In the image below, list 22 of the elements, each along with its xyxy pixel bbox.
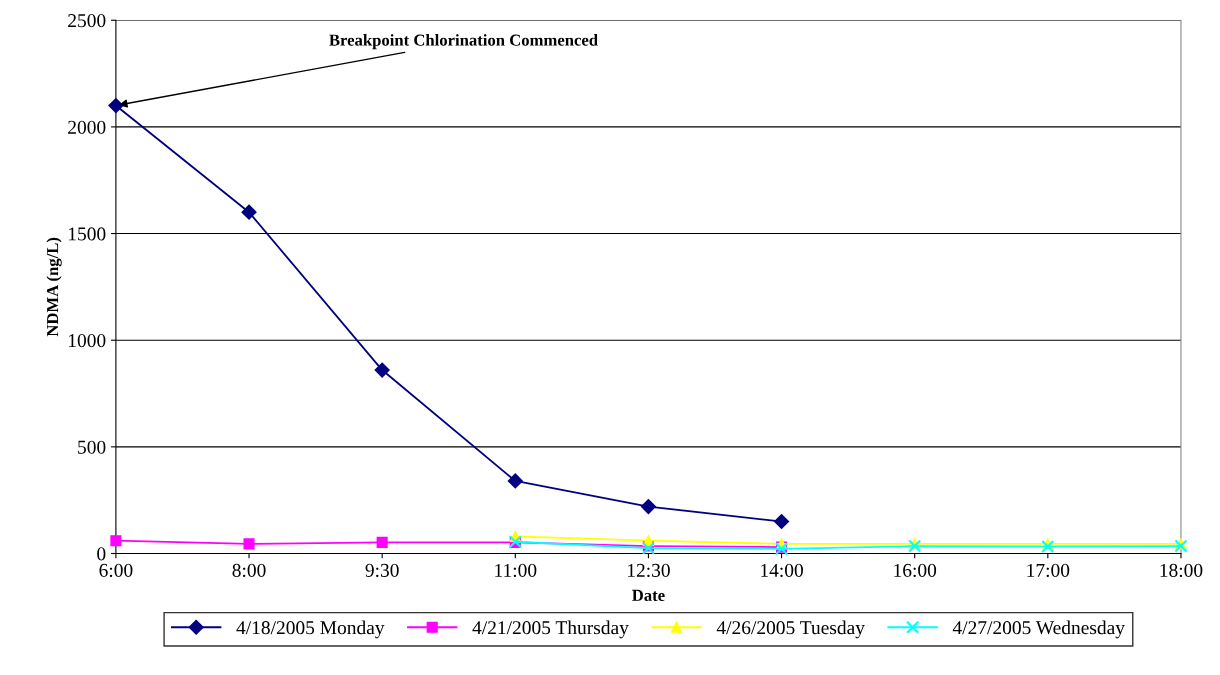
y-tick-label: 0 xyxy=(97,547,106,561)
legend-label: 4/27/2005 Wednesday xyxy=(952,620,1125,639)
x-tick-label: 18:00 xyxy=(1160,563,1203,577)
y-tick-label: 2000 xyxy=(68,120,106,134)
x-tick-label: 11:00 xyxy=(495,563,537,577)
legend-label: 4/18/2005 Monday xyxy=(236,620,385,639)
y-tick-label: 1500 xyxy=(69,227,106,241)
x-tick-label: 14:00 xyxy=(761,563,803,577)
legend-label: 4/21/2005 Thursday xyxy=(472,620,629,639)
x-tick-label: 12:30 xyxy=(628,563,670,577)
y-tick-label: 1000 xyxy=(69,334,106,348)
x-tick-label: 16:00 xyxy=(894,563,937,577)
x-tick-label: 8:00 xyxy=(232,563,266,577)
x-tick-label: 9:30 xyxy=(365,563,399,577)
y-tick-label: 2500 xyxy=(68,14,106,28)
y-tick-label: 500 xyxy=(78,440,106,454)
x-tick-label: 17:00 xyxy=(1027,563,1070,577)
annotation: Breakpoint Chlorination Commenced xyxy=(329,34,598,50)
y-axis-title: NDMA (ng/L) xyxy=(46,237,62,337)
x-tick-label: 6:00 xyxy=(99,563,133,577)
legend-label: 4/26/2005 Tuesday xyxy=(716,620,865,639)
x-axis-title: Date xyxy=(632,589,665,601)
